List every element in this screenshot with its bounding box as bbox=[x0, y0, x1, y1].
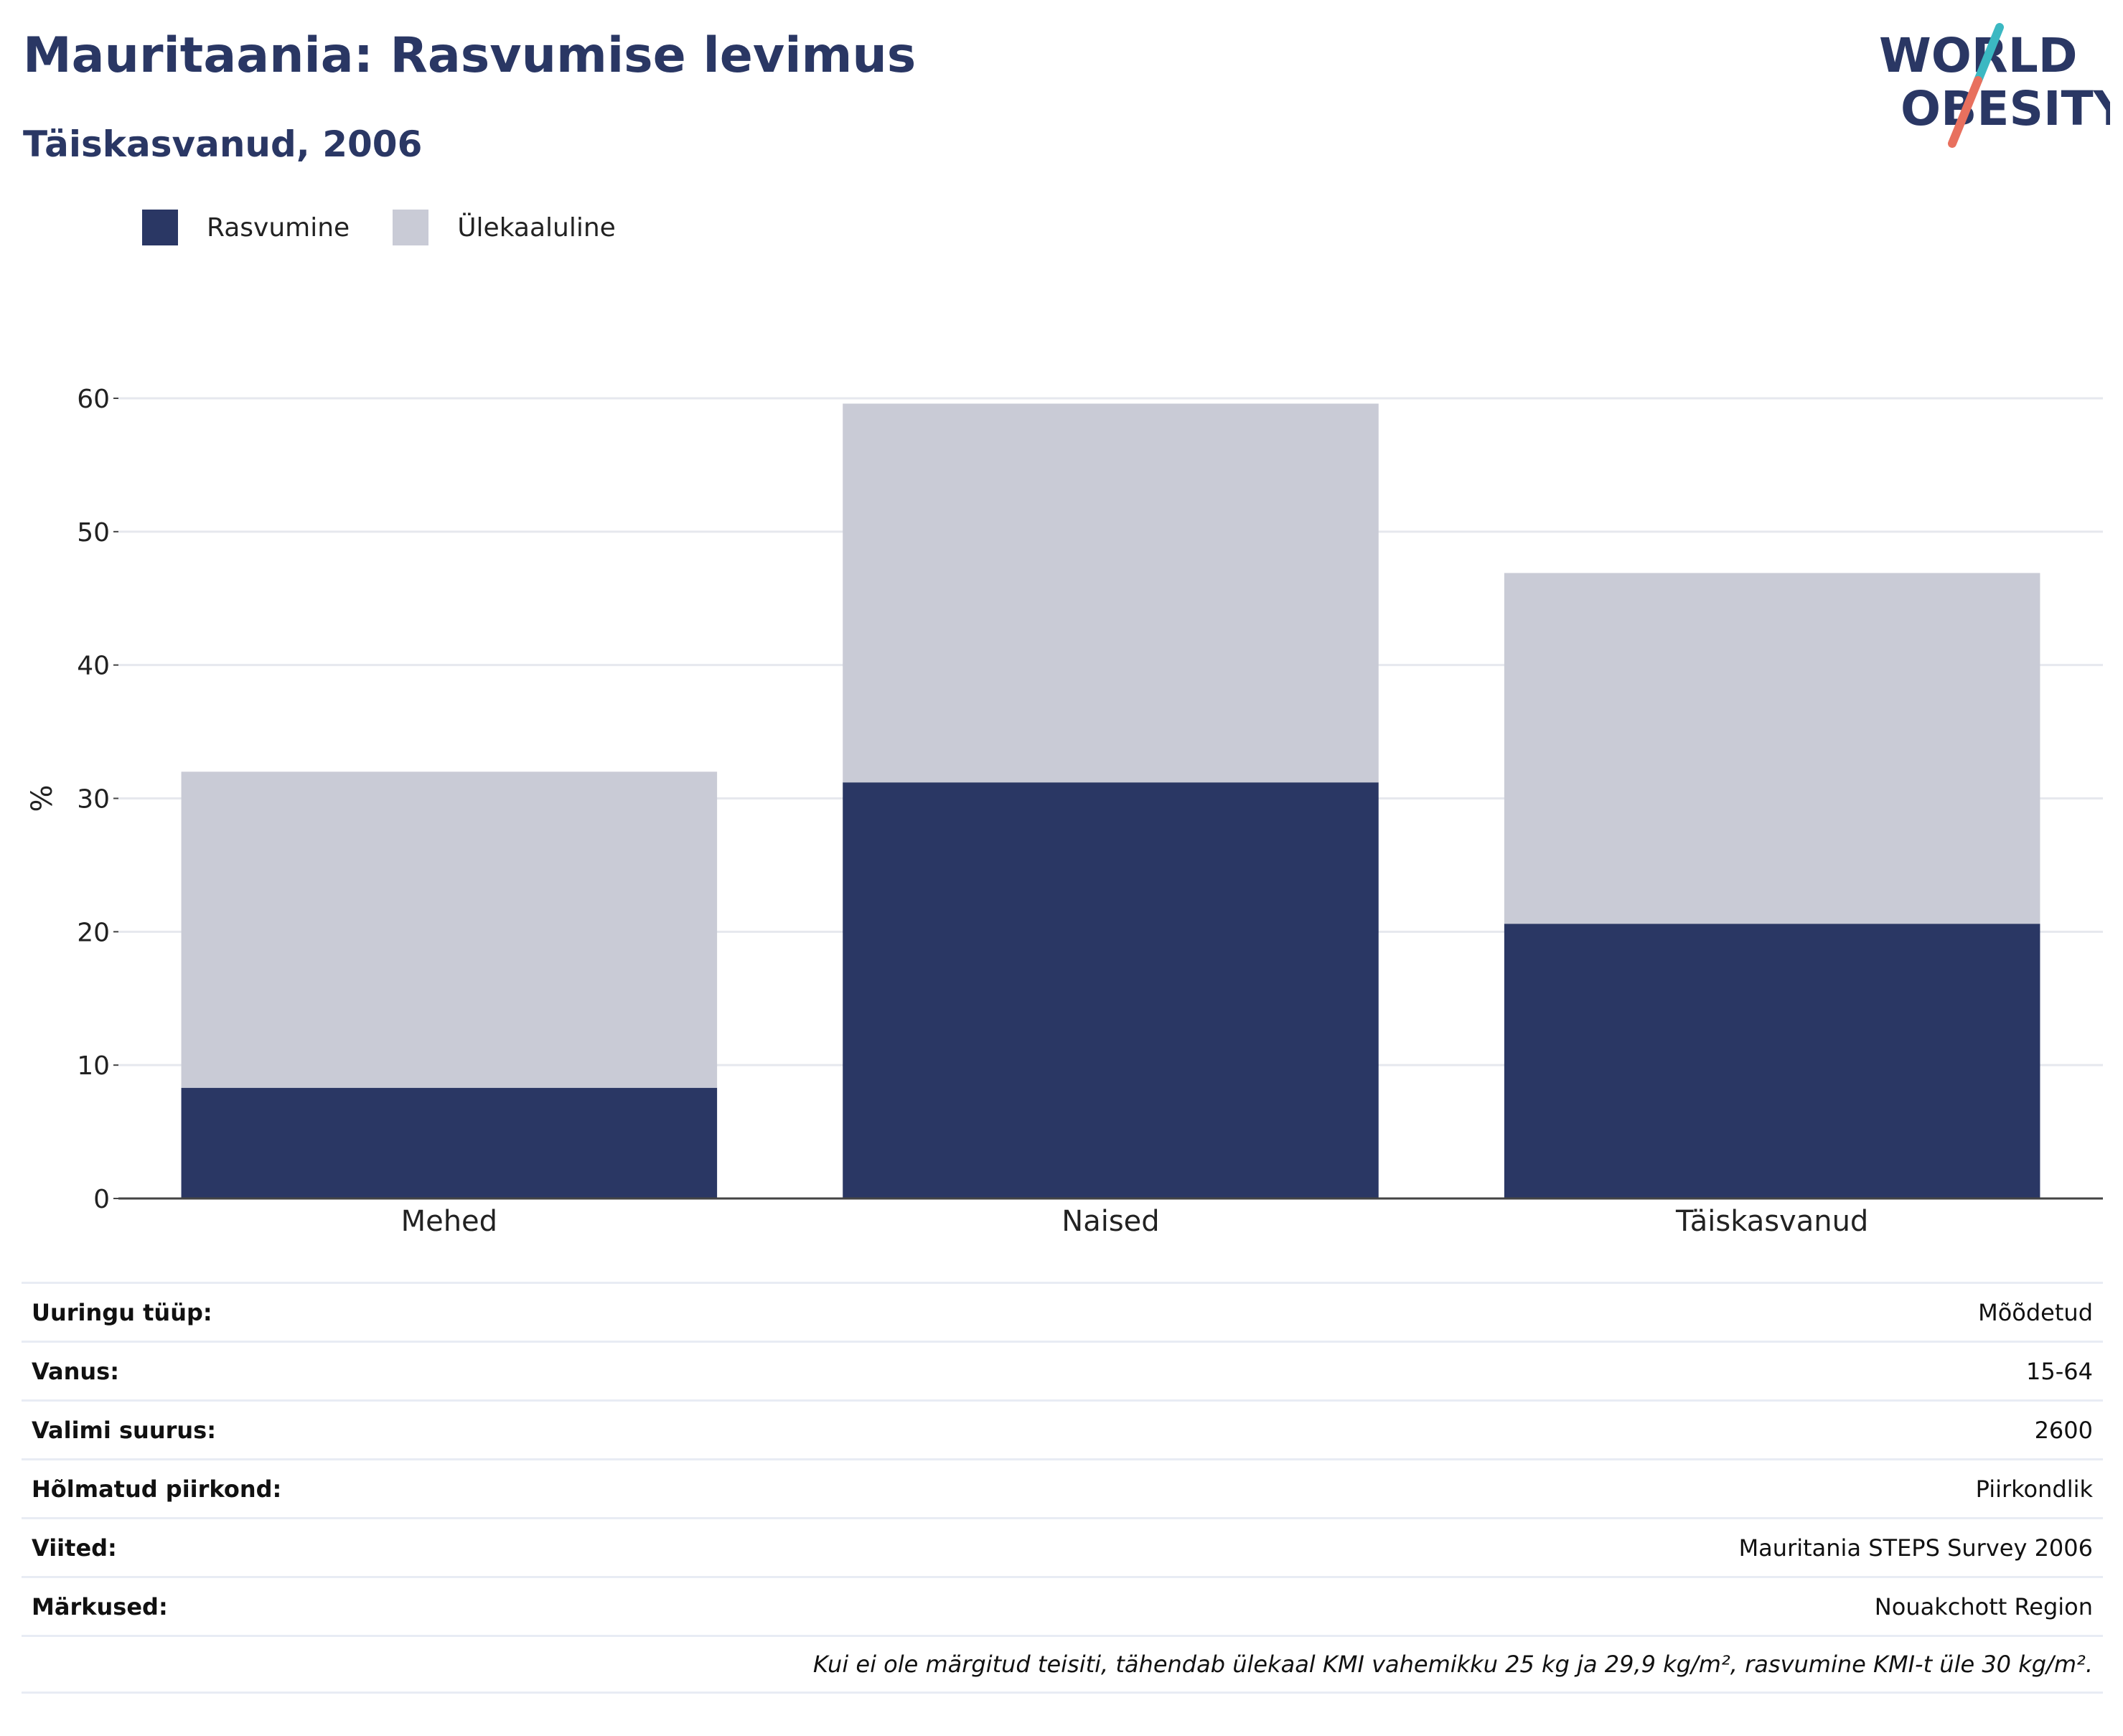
info-row-survey-type: Uuringu tüüp: Mõõdetud bbox=[22, 1282, 2103, 1341]
y-axis-label: % bbox=[26, 784, 59, 812]
legend-swatch-rasvumine bbox=[142, 210, 178, 245]
logo-slash-coral bbox=[1948, 76, 1982, 148]
logo-slash-teal bbox=[1974, 23, 2004, 85]
y-tick-label: 20 bbox=[77, 918, 110, 947]
y-tick-label: 10 bbox=[77, 1051, 110, 1081]
legend-item-ulekaaluline[interactable]: Ülekaaluline bbox=[393, 210, 616, 245]
legend-item-rasvumine[interactable]: Rasvumine bbox=[142, 210, 350, 245]
bar-obesity-naised bbox=[843, 782, 1379, 1198]
x-tick-label: Naised bbox=[1062, 1205, 1159, 1238]
bar-obesity-täiskasvanud bbox=[1504, 924, 2040, 1198]
info-value: Nouakchott Region bbox=[1874, 1592, 2093, 1620]
bar-overweight-täiskasvanud bbox=[1504, 573, 2040, 924]
x-tick-label: Mehed bbox=[401, 1205, 497, 1238]
y-tick-label: 50 bbox=[77, 518, 110, 548]
chart-title: Mauritaania: Rasvumise levimus bbox=[23, 27, 917, 84]
world-obesity-logo: WORLD OBESITY bbox=[1879, 23, 2110, 148]
legend-swatch-ulekaaluline bbox=[393, 210, 429, 245]
footnote: Kui ei ole märgitud teisiti, tähendab ül… bbox=[22, 1635, 2103, 1694]
info-label: Valimi suurus: bbox=[32, 1416, 217, 1444]
y-tick-label: 30 bbox=[77, 785, 110, 815]
footnote-text: Kui ei ole märgitud teisiti, tähendab ül… bbox=[812, 1651, 2093, 1678]
bar-chart: 0 10 20 30 40 50 60% Mehed Naised Täiskasvanud bbox=[26, 385, 2103, 1238]
legend-label-rasvumine: Rasvumine bbox=[207, 212, 350, 243]
info-value: Mauritania STEPS Survey 2006 bbox=[1738, 1534, 2093, 1562]
info-label: Vanus: bbox=[32, 1357, 120, 1385]
info-value: Piirkondlik bbox=[1975, 1475, 2093, 1503]
survey-info-table: Uuringu tüüp: Mõõdetud Vanus: 15-64 Vali… bbox=[22, 1282, 2103, 1694]
info-label: Uuringu tüüp: bbox=[32, 1298, 212, 1326]
info-value: 2600 bbox=[2034, 1416, 2093, 1444]
logo-word-obesity: OBESITY bbox=[1901, 81, 2110, 136]
info-label: Märkused: bbox=[32, 1592, 168, 1620]
x-tick-label: Täiskasvanud bbox=[1675, 1205, 1868, 1238]
info-label: Viited: bbox=[32, 1534, 117, 1562]
info-value: Mõõdetud bbox=[1978, 1298, 2093, 1326]
info-label: Hõlmatud piirkond: bbox=[32, 1475, 282, 1503]
y-tick-label: 0 bbox=[93, 1185, 110, 1214]
chart-subtitle: Täiskasvanud, 2006 bbox=[23, 123, 423, 165]
info-row-age: Vanus: 15-64 bbox=[22, 1341, 2103, 1399]
legend-label-ulekaaluline: Ülekaaluline bbox=[457, 212, 616, 243]
info-row-sample-size: Valimi suurus: 2600 bbox=[22, 1399, 2103, 1458]
legend: Rasvumine Ülekaaluline bbox=[142, 210, 659, 245]
bar-overweight-naised bbox=[843, 403, 1379, 783]
info-row-notes: Märkused: Nouakchott Region bbox=[22, 1576, 2103, 1635]
y-tick-label: 40 bbox=[77, 652, 110, 681]
info-row-references: Viited: Mauritania STEPS Survey 2006 bbox=[22, 1517, 2103, 1576]
bar-obesity-mehed bbox=[181, 1087, 718, 1198]
y-tick-label: 60 bbox=[77, 385, 110, 414]
bar-overweight-mehed bbox=[181, 771, 718, 1088]
info-value: 15-64 bbox=[2026, 1357, 2093, 1385]
info-row-area-covered: Hõlmatud piirkond: Piirkondlik bbox=[22, 1458, 2103, 1517]
